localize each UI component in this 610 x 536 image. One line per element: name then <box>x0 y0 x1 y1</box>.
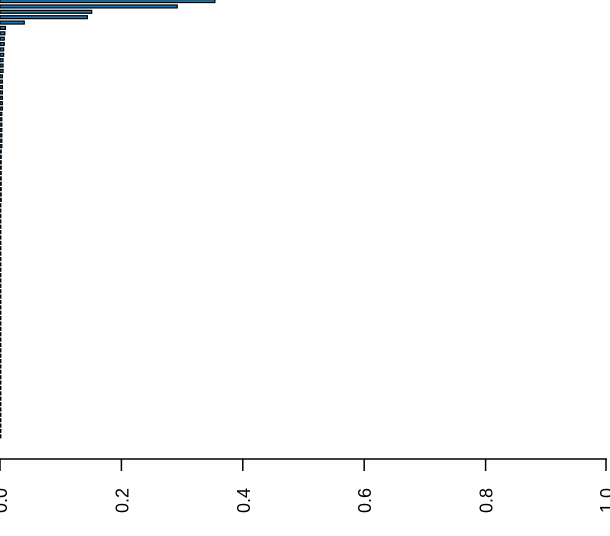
x-tick-label: 0.0 <box>0 488 11 513</box>
bar <box>0 310 2 315</box>
x-tick-label: 0.6 <box>355 488 375 513</box>
x-tick-label: 0.2 <box>112 488 132 513</box>
bar <box>0 332 2 337</box>
bar <box>0 224 2 229</box>
bar <box>0 58 4 63</box>
bar <box>0 251 2 256</box>
x-axis: 0.0 0.2 0.4 0.6 0.8 1.0 <box>0 458 610 513</box>
bar <box>0 41 5 47</box>
bar <box>0 213 2 219</box>
bar <box>0 20 25 25</box>
bar <box>0 95 4 100</box>
bar <box>0 407 2 412</box>
bar <box>0 299 2 305</box>
bar <box>0 90 4 95</box>
bar <box>0 170 2 176</box>
bar <box>0 256 2 262</box>
bar <box>0 165 2 170</box>
bar <box>0 203 2 208</box>
bar <box>0 133 3 138</box>
bar <box>0 84 4 90</box>
x-tick-label: 0.8 <box>477 488 497 513</box>
bar <box>0 230 2 235</box>
bar <box>0 348 2 353</box>
bar <box>0 278 2 283</box>
bar <box>0 15 89 20</box>
bar <box>0 337 2 342</box>
bar <box>0 380 2 385</box>
bar <box>0 117 3 122</box>
bar-group <box>0 0 216 439</box>
bar <box>0 47 5 52</box>
bar <box>0 423 2 428</box>
bar <box>0 25 7 31</box>
bar <box>0 283 2 288</box>
bar <box>0 359 2 364</box>
bar <box>0 31 6 36</box>
bar <box>0 111 3 116</box>
bar <box>0 412 2 417</box>
bar <box>0 176 2 181</box>
bar <box>0 0 216 4</box>
bar <box>0 74 4 79</box>
bar <box>0 321 2 326</box>
bar <box>0 36 5 41</box>
bar <box>0 68 4 74</box>
bar <box>0 52 5 57</box>
bar <box>0 187 2 192</box>
bar <box>0 305 2 310</box>
bar <box>0 316 2 321</box>
x-tick-label: 0.4 <box>234 488 254 513</box>
bar <box>0 149 2 154</box>
bar <box>0 154 2 159</box>
bar <box>0 63 4 68</box>
bar <box>0 418 2 423</box>
bar <box>0 353 2 358</box>
bar <box>0 9 93 14</box>
bar <box>0 294 2 299</box>
bar <box>0 401 2 407</box>
bar <box>0 79 4 84</box>
bar <box>0 273 2 278</box>
bar <box>0 106 4 111</box>
bar <box>0 326 2 331</box>
bar <box>0 101 4 106</box>
bar <box>0 267 2 272</box>
bar <box>0 246 2 251</box>
bar <box>0 219 2 224</box>
bar <box>0 235 2 240</box>
bar <box>0 138 3 143</box>
bar <box>0 342 2 348</box>
bar <box>0 391 2 396</box>
bar <box>0 396 2 401</box>
bar <box>0 364 2 369</box>
x-tick-label: 1.0 <box>597 488 610 513</box>
bar <box>0 181 2 186</box>
bar <box>0 434 2 439</box>
bar <box>0 375 2 380</box>
bar <box>0 160 2 165</box>
bar <box>0 144 3 149</box>
bar <box>0 197 2 202</box>
bar <box>0 289 2 294</box>
bar <box>0 127 3 133</box>
bar <box>0 122 3 127</box>
bar <box>0 192 2 197</box>
bar <box>0 208 2 213</box>
bar <box>0 369 2 374</box>
bar <box>0 4 178 9</box>
bar <box>0 385 2 391</box>
bar <box>0 428 2 434</box>
bar <box>0 240 2 245</box>
bar <box>0 262 2 267</box>
